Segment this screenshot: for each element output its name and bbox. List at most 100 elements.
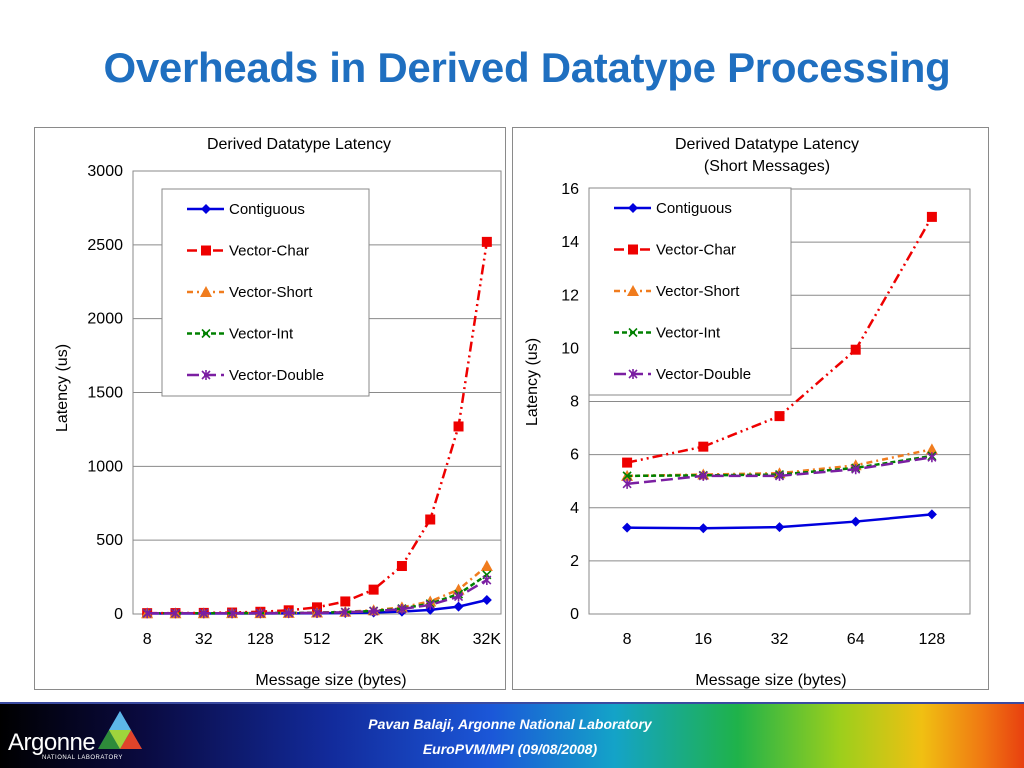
data-point bbox=[255, 608, 265, 619]
footer-event: EuroPVM/MPI (09/08/2008) bbox=[422, 741, 598, 757]
data-point bbox=[774, 470, 785, 481]
data-point bbox=[774, 522, 785, 533]
x-tick-label: 32 bbox=[771, 631, 789, 648]
y-tick-label: 2 bbox=[570, 553, 579, 570]
legend-label: Contiguous bbox=[229, 201, 305, 218]
y-tick-label: 16 bbox=[561, 181, 579, 198]
x-axis-label: Message size (bytes) bbox=[695, 672, 846, 689]
y-tick-label: 6 bbox=[570, 447, 579, 464]
data-point bbox=[774, 411, 785, 422]
chart-right-svg: Derived Datatype Latency (Short Messages)… bbox=[524, 136, 971, 689]
legend-marker bbox=[201, 204, 211, 214]
legend-label: Vector-Short bbox=[229, 284, 313, 301]
logo-text: Argonne bbox=[8, 729, 96, 756]
series-contiguous bbox=[622, 509, 937, 534]
legend-marker bbox=[200, 286, 212, 297]
x-tick-label: 2K bbox=[364, 631, 384, 648]
x-tick-label: 8 bbox=[623, 631, 632, 648]
chart-subtitle: (Short Messages) bbox=[704, 158, 830, 175]
series-vector-double bbox=[622, 452, 937, 489]
data-point bbox=[622, 522, 633, 533]
legend-label: Vector-Char bbox=[656, 242, 736, 259]
legend-marker bbox=[201, 245, 211, 256]
x-tick-label: 32K bbox=[473, 631, 502, 648]
y-tick-label: 500 bbox=[96, 532, 123, 549]
data-point bbox=[926, 211, 937, 222]
data-point bbox=[453, 421, 464, 432]
data-point bbox=[199, 608, 209, 619]
x-tick-label: 8K bbox=[420, 631, 440, 648]
chart-right: Derived Datatype Latency (Short Messages)… bbox=[512, 127, 989, 690]
series-line bbox=[626, 456, 933, 486]
legend-box bbox=[161, 188, 370, 397]
legend-label: Vector-Char bbox=[229, 243, 309, 260]
data-point bbox=[142, 608, 152, 619]
y-tick-label: 3000 bbox=[87, 163, 123, 180]
series-vector-double bbox=[142, 575, 492, 619]
y-tick-label: 10 bbox=[561, 340, 579, 357]
data-point bbox=[927, 452, 937, 463]
data-point bbox=[425, 514, 436, 525]
data-point bbox=[926, 509, 937, 520]
data-point bbox=[340, 607, 350, 618]
data-point bbox=[481, 236, 492, 247]
legend: Contiguous Vector-Char Vector-Short Vector-… bbox=[588, 187, 792, 396]
data-point bbox=[284, 608, 294, 619]
legend-marker bbox=[628, 369, 638, 379]
x-axis-label: Message size (bytes) bbox=[255, 672, 406, 689]
legend-label: Vector-Double bbox=[229, 367, 324, 384]
data-point bbox=[340, 596, 351, 607]
data-point bbox=[396, 561, 407, 572]
data-point bbox=[622, 478, 632, 489]
data-point bbox=[425, 599, 435, 610]
data-point bbox=[851, 464, 861, 475]
y-tick-label: 8 bbox=[570, 394, 579, 411]
legend-marker bbox=[627, 285, 639, 296]
legend-label: Vector-Int bbox=[656, 325, 721, 342]
data-point bbox=[850, 516, 861, 527]
data-point bbox=[170, 608, 181, 619]
legend-marker bbox=[628, 327, 638, 338]
data-point bbox=[481, 594, 492, 605]
data-point bbox=[312, 607, 322, 618]
y-tick-label: 0 bbox=[114, 606, 123, 623]
y-tick-label: 14 bbox=[561, 234, 579, 251]
data-point bbox=[622, 457, 633, 468]
argonne-triangle-icon bbox=[98, 711, 142, 749]
x-tick-label: 32 bbox=[195, 631, 213, 648]
legend-marker bbox=[201, 370, 211, 380]
data-point bbox=[368, 584, 379, 595]
legend-label: Vector-Double bbox=[656, 366, 751, 383]
legend-box bbox=[588, 187, 792, 396]
chart-title: Derived Datatype Latency bbox=[675, 136, 859, 153]
legend-marker bbox=[628, 244, 638, 255]
legend-label: Vector-Short bbox=[656, 283, 740, 300]
data-point bbox=[397, 604, 407, 615]
x-tick-label: 128 bbox=[919, 631, 946, 648]
data-point bbox=[482, 575, 492, 586]
data-point bbox=[698, 470, 708, 481]
x-tick-label: 512 bbox=[304, 631, 331, 648]
y-tick-label: 4 bbox=[570, 500, 579, 517]
x-tick-label: 8 bbox=[143, 631, 152, 648]
slide-title: Overheads in Derived Datatype Processing bbox=[103, 44, 951, 91]
data-point bbox=[622, 471, 632, 481]
data-point bbox=[369, 606, 379, 617]
y-tick-label: 12 bbox=[561, 287, 579, 304]
y-tick-label: 0 bbox=[570, 606, 579, 623]
chart-left-svg: Derived Datatype Latency 0 500 1000 1500 2000… bbox=[54, 136, 502, 689]
y-tick-label: 2000 bbox=[87, 311, 123, 328]
data-point bbox=[227, 608, 237, 619]
argonne-logo: Argonne NATIONAL LABORATORY bbox=[8, 707, 148, 763]
chart-left: Derived Datatype Latency 0 500 1000 1500 2000… bbox=[34, 127, 506, 690]
legend-label: Vector-Int bbox=[229, 326, 294, 343]
data-point bbox=[453, 591, 464, 602]
data-point bbox=[925, 443, 938, 455]
y-tick-label: 1000 bbox=[87, 458, 123, 475]
data-point bbox=[480, 560, 493, 572]
footer-divider bbox=[0, 702, 1024, 704]
x-tick-label: 128 bbox=[247, 631, 274, 648]
logo-subtext: NATIONAL LABORATORY bbox=[42, 755, 123, 761]
y-tick-label: 2500 bbox=[87, 237, 123, 254]
footer-bar bbox=[0, 702, 1024, 768]
